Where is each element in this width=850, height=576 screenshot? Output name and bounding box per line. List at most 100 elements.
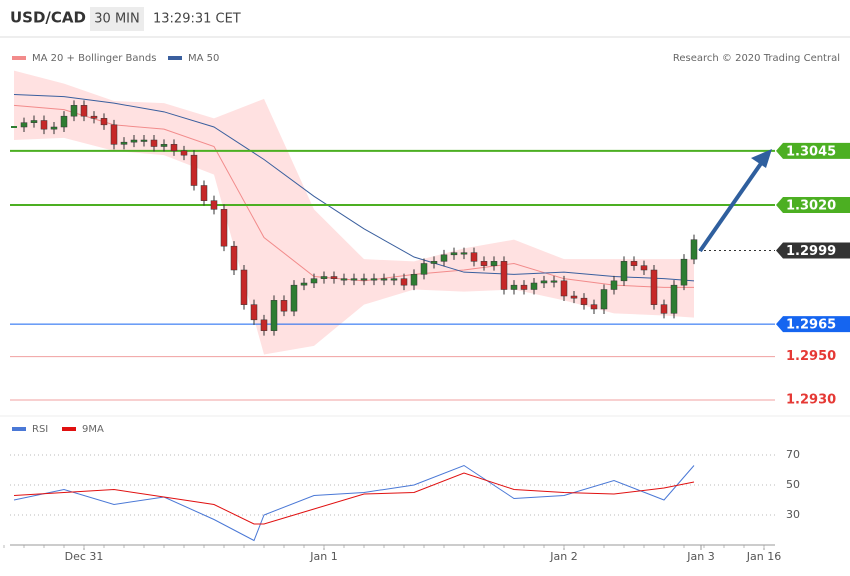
credit: Research © 2020 Trading Central — [673, 53, 840, 64]
level-label: 1.2930 — [786, 393, 836, 408]
candle — [150, 139, 158, 147]
candle — [450, 252, 458, 256]
candle — [330, 276, 338, 279]
candle — [690, 239, 698, 260]
candle — [670, 284, 678, 314]
legend-label: MA 20 + Bollinger Bands — [32, 53, 156, 64]
candle — [340, 278, 348, 281]
candle — [190, 154, 198, 186]
candle — [20, 122, 28, 128]
candle — [640, 265, 648, 271]
x-tick-label: Dec 31 — [65, 550, 104, 563]
candle — [260, 319, 268, 331]
level-box — [776, 316, 850, 333]
candle — [140, 139, 148, 142]
interval: 30 MIN — [94, 12, 139, 27]
candle — [510, 284, 518, 290]
indicator-line — [13, 472, 695, 525]
candle — [680, 258, 688, 286]
ma50-line — [13, 94, 695, 282]
time: 13:29:31 CET — [153, 12, 241, 27]
interval-box — [90, 7, 144, 31]
x-tick-label: Jan 16 — [746, 550, 781, 563]
candle — [350, 278, 358, 281]
candle — [70, 105, 78, 117]
candle — [480, 261, 488, 266]
candle — [40, 120, 48, 130]
candle — [490, 261, 498, 266]
level-label: 1.3020 — [786, 199, 836, 214]
candle — [550, 280, 558, 283]
candle — [430, 261, 438, 264]
legend-label: 9MA — [82, 424, 104, 435]
y-tick-label: 70 — [786, 448, 800, 461]
candle — [380, 278, 388, 281]
candle — [50, 126, 58, 130]
legend-swatch — [168, 56, 182, 60]
candle — [120, 141, 128, 145]
candle — [460, 252, 468, 255]
y-tick-label: 50 — [786, 478, 800, 491]
bollinger-band — [14, 70, 694, 355]
candle — [400, 278, 408, 286]
legend-swatch — [12, 56, 26, 60]
candle — [620, 261, 628, 282]
candle — [170, 144, 178, 152]
indicator-line — [13, 464, 695, 542]
symbol: USD/CAD — [10, 9, 86, 27]
level-label: 1.2965 — [786, 318, 836, 333]
level-label: 1.2999 — [786, 244, 836, 259]
x-tick-label: Jan 1 — [309, 550, 337, 563]
candle — [30, 120, 38, 123]
level-label: 1.3045 — [786, 144, 836, 159]
candle — [60, 115, 68, 128]
legend-label: RSI — [32, 424, 48, 435]
candle — [470, 252, 478, 262]
candle — [130, 139, 138, 143]
candle — [660, 304, 668, 314]
candle — [180, 150, 188, 156]
candle — [290, 284, 298, 312]
arrow-head — [751, 149, 772, 168]
candle — [630, 261, 638, 266]
candle — [80, 105, 88, 117]
candle — [600, 289, 608, 310]
candle — [540, 280, 548, 284]
x-tick-label: Jan 2 — [549, 550, 577, 563]
candle — [500, 261, 508, 290]
forecast-arrow — [698, 160, 764, 253]
level-box — [776, 142, 850, 159]
candle — [610, 280, 618, 290]
candle — [360, 278, 368, 281]
candle — [560, 280, 568, 297]
legend-label: MA 50 — [188, 53, 219, 64]
candle — [440, 254, 448, 262]
candle — [420, 263, 428, 275]
candle — [90, 115, 98, 119]
candle — [310, 278, 318, 284]
candle — [160, 144, 168, 147]
candle — [220, 209, 228, 247]
candle — [100, 118, 108, 126]
candle — [110, 124, 118, 145]
candle — [520, 284, 528, 290]
y-tick-label: 30 — [786, 508, 800, 521]
candle — [230, 245, 238, 271]
candle — [410, 274, 418, 286]
candle — [650, 269, 658, 305]
level-label: 1.2950 — [786, 349, 836, 364]
candle — [530, 282, 538, 290]
legend-swatch — [12, 427, 26, 431]
candle — [11, 126, 17, 128]
legend-swatch — [62, 427, 76, 431]
candle — [200, 185, 208, 201]
candle — [280, 300, 288, 312]
candle — [390, 278, 398, 281]
candle — [320, 276, 328, 279]
candle — [250, 304, 258, 321]
candle — [370, 278, 378, 281]
candle — [570, 295, 578, 299]
candle — [270, 300, 278, 331]
